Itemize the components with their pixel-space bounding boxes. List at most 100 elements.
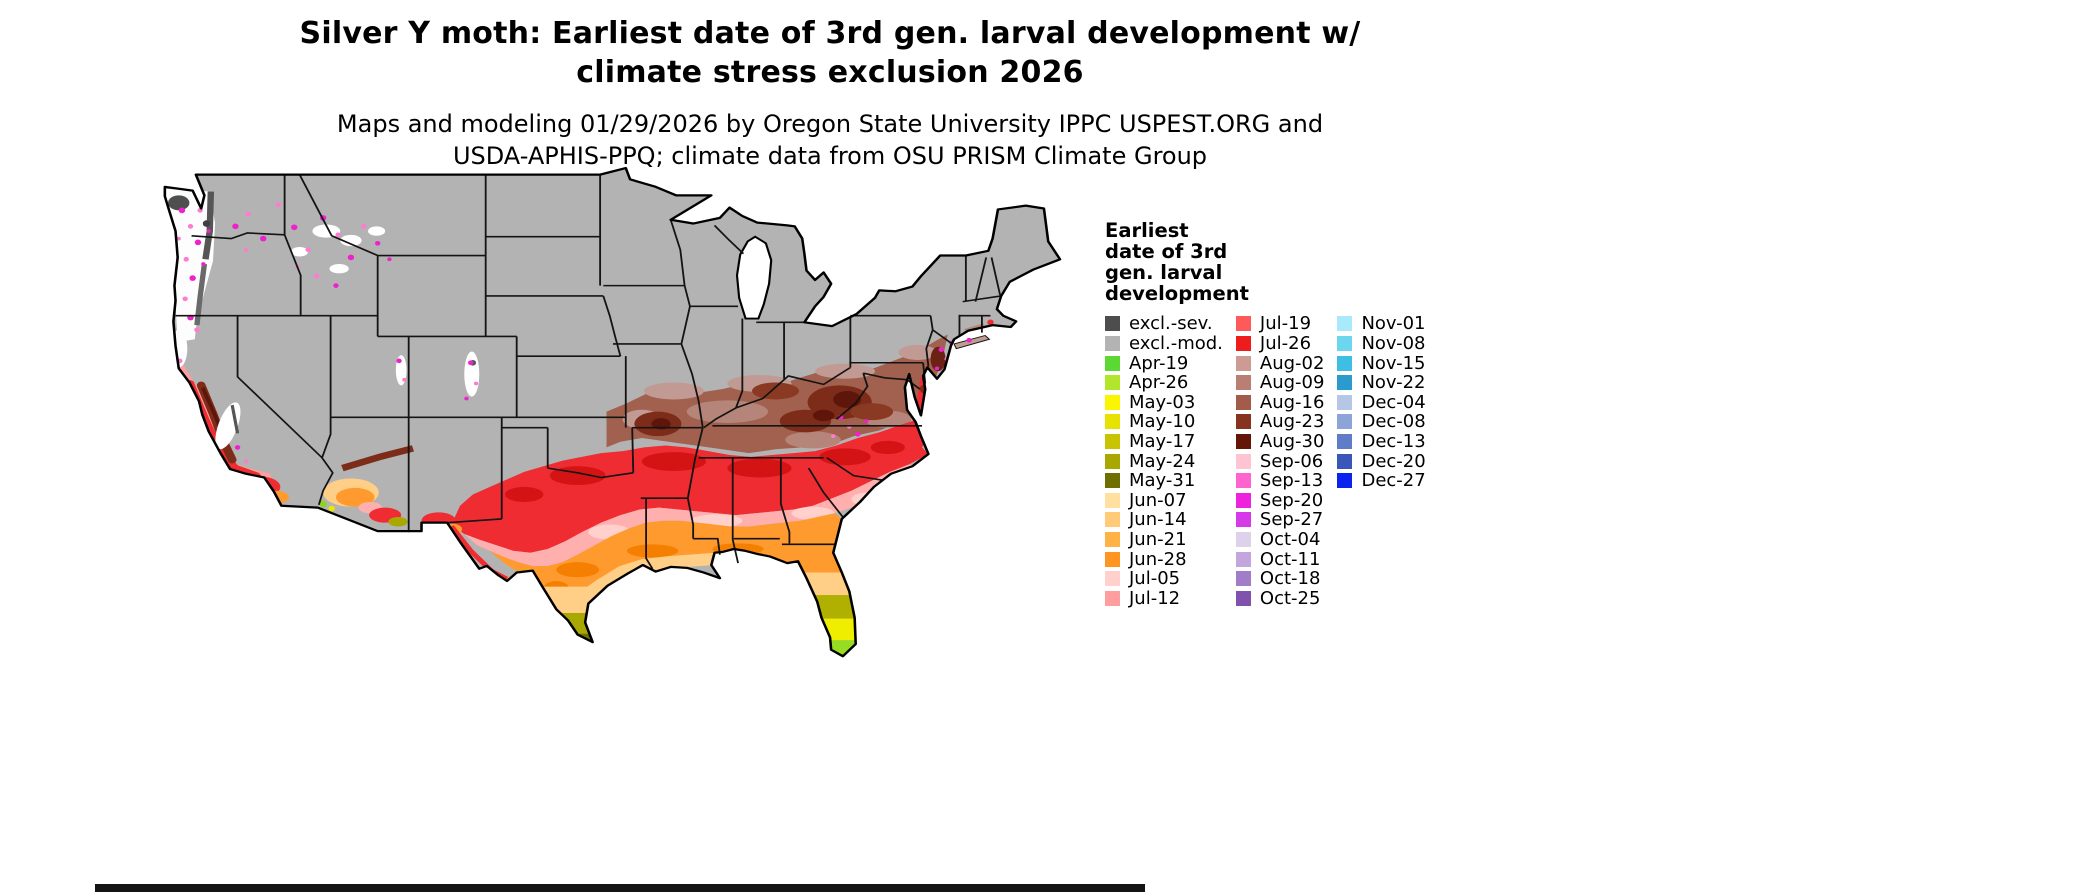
legend-label: excl.-sev. xyxy=(1129,313,1213,335)
legend-label: Jul-26 xyxy=(1259,333,1312,355)
legend-label: Aug-23 xyxy=(1259,411,1325,433)
legend-label: Dec-04 xyxy=(1361,391,1426,413)
legend-swatch xyxy=(1337,453,1353,469)
legend-item: May-03 xyxy=(1105,392,1223,413)
legend-item: Jun-14 xyxy=(1105,509,1223,531)
legend-item: Jul-12 xyxy=(1105,588,1223,609)
legend-label: Aug-02 xyxy=(1259,352,1325,374)
bottom-bar xyxy=(95,884,1145,892)
legend-label: excl.-mod. xyxy=(1129,333,1223,355)
legend-item: excl.-sev. xyxy=(1105,313,1223,335)
legend-label: Aug-30 xyxy=(1259,431,1325,453)
legend-title: Earliest date of 3rd gen. larval develop… xyxy=(1105,219,1249,306)
legend-item: Dec-08 xyxy=(1337,411,1426,433)
legend-item: Oct-25 xyxy=(1235,587,1325,609)
legend-label: Sep-06 xyxy=(1259,450,1324,472)
legend-columns: excl.-sev. excl.-mod. Apr-19 Apr-26 May-03 Ma… xyxy=(1105,313,1465,609)
legend-swatch xyxy=(1105,532,1120,548)
legend-swatch xyxy=(1235,473,1251,489)
legend-label: Nov-15 xyxy=(1361,352,1426,374)
legend-item: Oct-11 xyxy=(1235,549,1325,570)
legend-item: Jun-07 xyxy=(1105,489,1223,511)
legend-item: Aug-09 xyxy=(1235,372,1325,394)
legend-swatch xyxy=(1105,414,1120,430)
legend-item: Jul-26 xyxy=(1235,333,1325,355)
legend-label: Dec-08 xyxy=(1361,411,1426,433)
legend-swatch xyxy=(1235,355,1251,371)
legend-label: May-17 xyxy=(1129,431,1196,453)
legend-swatch xyxy=(1105,590,1120,606)
legend-item: Oct-18 xyxy=(1235,568,1325,590)
conus-map-svg xyxy=(163,166,1062,658)
legend-swatch xyxy=(1105,336,1120,352)
legend-swatch xyxy=(1337,316,1353,332)
legend-swatch xyxy=(1235,375,1251,391)
legend-label: May-10 xyxy=(1129,411,1196,433)
legend-swatch xyxy=(1105,394,1120,410)
map-legend: Earliest date of 3rd gen. larval develop… xyxy=(1105,219,1465,609)
legend-swatch xyxy=(1235,453,1251,469)
legend-item: Aug-30 xyxy=(1235,431,1325,453)
legend-column: excl.-sev. excl.-mod. Apr-19 Apr-26 May-03 Ma… xyxy=(1105,313,1223,609)
legend-label: Jul-05 xyxy=(1129,568,1181,590)
legend-item: Nov-08 xyxy=(1337,333,1426,355)
legend-label: Dec-27 xyxy=(1361,470,1426,492)
legend-swatch xyxy=(1105,512,1120,528)
legend-swatch xyxy=(1337,375,1353,391)
legend-label: Aug-16 xyxy=(1259,391,1325,413)
legend-label: Jul-19 xyxy=(1259,313,1312,335)
legend-item: Oct-04 xyxy=(1235,529,1325,551)
legend-label: Aug-09 xyxy=(1259,372,1325,394)
legend-item: excl.-mod. xyxy=(1105,333,1223,355)
legend-item: Apr-19 xyxy=(1105,352,1223,374)
legend-swatch xyxy=(1235,590,1251,606)
legend-swatch xyxy=(1105,434,1120,450)
legend-item: May-10 xyxy=(1105,411,1223,433)
legend-item: Jun-21 xyxy=(1105,529,1223,550)
legend-swatch xyxy=(1235,336,1251,352)
header: Silver Y moth: Earliest date of 3rd gen.… xyxy=(90,14,1570,173)
legend-label: Oct-25 xyxy=(1259,587,1321,609)
legend-label: Apr-19 xyxy=(1129,352,1189,374)
page-title: Silver Y moth: Earliest date of 3rd gen.… xyxy=(90,14,1570,92)
legend-item: Aug-23 xyxy=(1235,411,1325,433)
legend-label: Nov-08 xyxy=(1361,333,1426,355)
legend-item: Sep-27 xyxy=(1235,509,1325,531)
legend-swatch xyxy=(1235,532,1251,548)
legend-item: Sep-20 xyxy=(1235,489,1325,511)
legend-swatch xyxy=(1235,316,1251,332)
legend-item: Nov-15 xyxy=(1337,352,1426,374)
legend-swatch xyxy=(1105,551,1120,567)
legend-label: Sep-20 xyxy=(1259,489,1324,511)
legend-label: Sep-27 xyxy=(1259,509,1324,531)
legend-swatch xyxy=(1337,336,1353,352)
legend-item: Jul-05 xyxy=(1105,568,1223,590)
legend-item: Apr-26 xyxy=(1105,372,1223,393)
legend-swatch xyxy=(1337,414,1353,430)
legend-swatch xyxy=(1235,394,1251,410)
legend-label: Oct-18 xyxy=(1259,568,1321,590)
legend-item: Dec-20 xyxy=(1337,450,1426,472)
legend-item: Aug-02 xyxy=(1235,352,1325,374)
legend-item: Aug-16 xyxy=(1235,391,1325,413)
legend-label: Nov-22 xyxy=(1361,372,1426,394)
legend-item: Jun-28 xyxy=(1105,549,1223,570)
conus-outline xyxy=(163,166,1062,658)
legend-item: May-31 xyxy=(1105,470,1223,491)
legend-label: Sep-13 xyxy=(1259,470,1324,492)
legend-label: May-24 xyxy=(1129,450,1196,472)
legend-column: Nov-01 Nov-08 Nov-15 Nov-22 Dec-04 Dec-08 Dec-… xyxy=(1337,313,1426,492)
legend-column: Jul-19 Jul-26 Aug-02 Aug-09 Aug-16 Aug-23 Aug-… xyxy=(1235,313,1325,609)
legend-item: Jul-19 xyxy=(1235,313,1325,335)
legend-swatch xyxy=(1337,355,1353,371)
legend-item: Nov-22 xyxy=(1337,372,1426,394)
legend-swatch xyxy=(1105,453,1120,469)
legend-label: Dec-20 xyxy=(1361,450,1426,472)
legend-label: Jun-14 xyxy=(1129,509,1187,531)
page-subtitle-line2: USDA-APHIS-PPQ; climate data from OSU PR… xyxy=(452,142,1208,171)
conus-choropleth-map xyxy=(75,137,1091,692)
page-subtitle: Maps and modeling 01/29/2026 by Oregon S… xyxy=(90,108,1570,173)
legend-label: Jun-07 xyxy=(1129,489,1187,511)
legend-label: Oct-04 xyxy=(1259,529,1321,551)
legend-item: Sep-13 xyxy=(1235,470,1325,492)
